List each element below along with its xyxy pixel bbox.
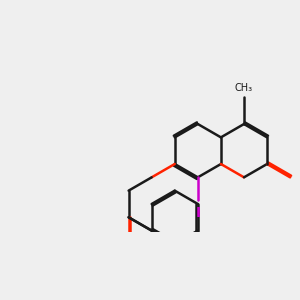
Text: I: I	[195, 206, 200, 220]
Text: CH₃: CH₃	[235, 83, 253, 93]
